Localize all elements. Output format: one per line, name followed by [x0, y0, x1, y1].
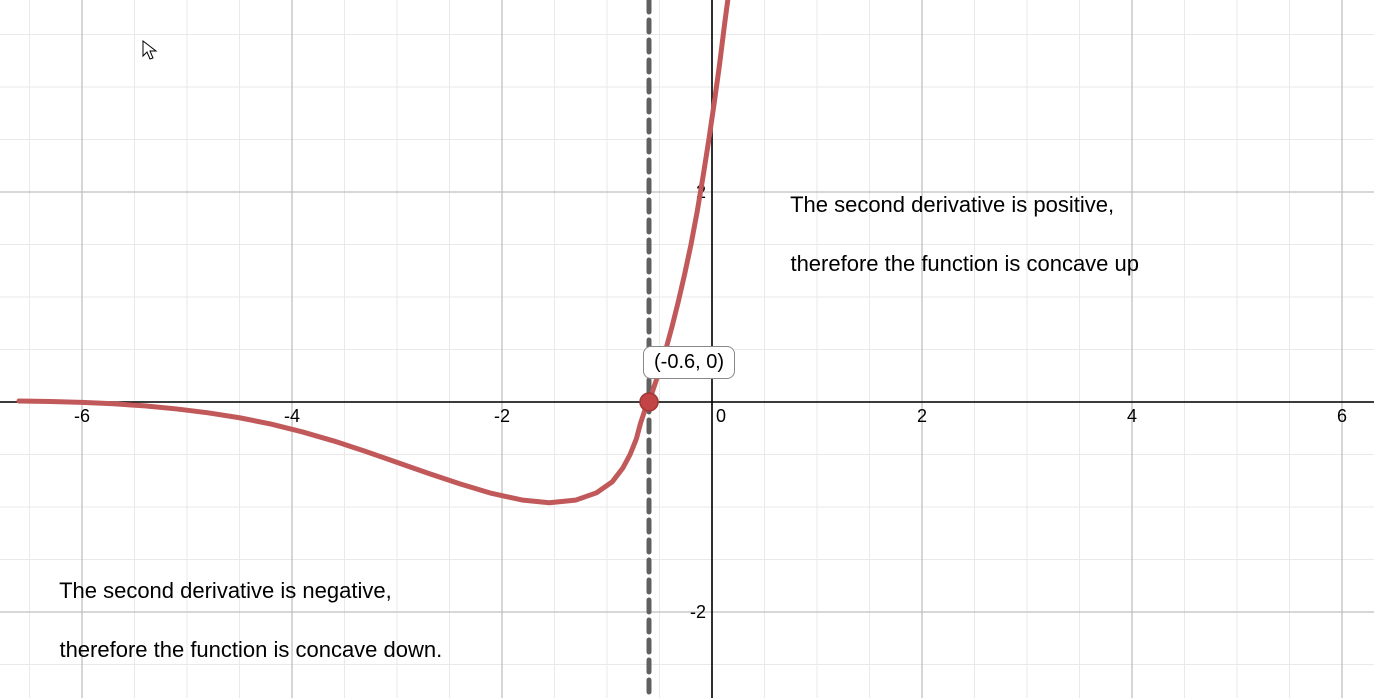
inflection-point-marker[interactable] — [640, 393, 658, 411]
x-tick-label: -2 — [494, 406, 510, 426]
annotation-line: therefore the function is concave up — [790, 251, 1139, 276]
chart-container: -6-4-20246-22 The second derivative is p… — [0, 0, 1374, 698]
x-tick-label: 0 — [716, 406, 726, 426]
x-tick-label: 6 — [1337, 406, 1347, 426]
x-tick-label: -6 — [74, 406, 90, 426]
annotation-line: The second derivative is negative, — [59, 578, 392, 603]
x-tick-label: 4 — [1127, 406, 1137, 426]
point-label-text: (-0.6, 0) — [654, 351, 724, 373]
annotation-line: therefore the function is concave down. — [59, 637, 442, 662]
curve-second-derivative — [19, 0, 729, 503]
annotation-concave-up: The second derivative is positive, there… — [766, 160, 1139, 308]
annotation-line: The second derivative is positive, — [790, 192, 1114, 217]
annotation-concave-down: The second derivative is negative, there… — [35, 546, 442, 694]
y-tick-label: -2 — [690, 602, 706, 622]
x-tick-label: -4 — [284, 406, 300, 426]
x-tick-label: 2 — [917, 406, 927, 426]
point-coordinate-label: (-0.6, 0) — [643, 346, 735, 379]
